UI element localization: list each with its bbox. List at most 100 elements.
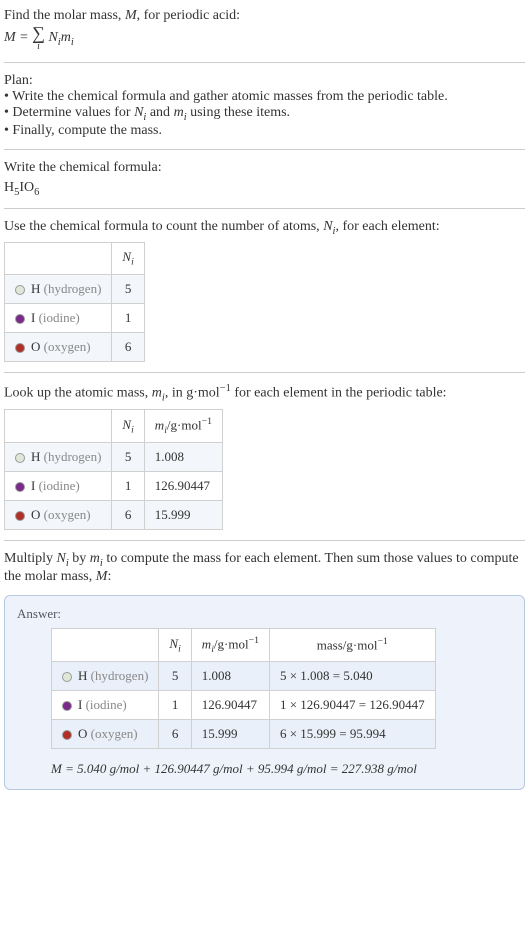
- var-m: m: [90, 551, 100, 566]
- swatch-icon: [15, 285, 25, 295]
- mass-value: 15.999: [144, 501, 222, 530]
- elem-name: (oxygen): [87, 726, 137, 741]
- table-header-row: Ni mi/g·mol−1: [5, 410, 223, 443]
- header-Ni: Ni: [112, 243, 144, 275]
- var-N: N: [169, 636, 178, 651]
- element-cell: O (oxygen): [5, 332, 112, 361]
- sub-i: i: [71, 37, 74, 48]
- swatch-icon: [15, 314, 25, 324]
- elem-name: (oxygen): [40, 507, 90, 522]
- text: , for each element:: [335, 219, 439, 234]
- chem-formula-section: Write the chemical formula: H5IO6: [4, 156, 525, 202]
- text: • Determine values for: [4, 105, 134, 120]
- var-m: m: [152, 386, 162, 401]
- count-value: 6: [112, 501, 144, 530]
- lookup-section: Look up the atomic mass, mi, in g·mol−1 …: [4, 379, 525, 534]
- divider: [4, 149, 525, 150]
- table-row: O (oxygen) 6: [5, 332, 145, 361]
- unit: /g·mol: [167, 418, 202, 433]
- unit: mass/g·mol: [317, 638, 378, 653]
- element-cell: O (oxygen): [5, 501, 112, 530]
- text: using these items.: [187, 105, 290, 120]
- chem-formula-heading: Write the chemical formula:: [4, 160, 525, 176]
- empty-header: [5, 410, 112, 443]
- element-cell: I (iodine): [52, 691, 159, 720]
- var-m: m: [61, 30, 71, 45]
- var-N: N: [122, 249, 131, 264]
- table-row: I (iodine) 1 126.90447: [5, 472, 223, 501]
- divider: [4, 62, 525, 63]
- swatch-icon: [62, 701, 72, 711]
- elem-sym: H: [31, 449, 40, 464]
- swatch-icon: [15, 453, 25, 463]
- count-table: Ni H (hydrogen) 5 I (iodine) 1 O (oxygen…: [4, 242, 145, 362]
- elem-name: (hydrogen): [40, 281, 101, 296]
- sub-i: i: [178, 643, 181, 654]
- var-N: N: [57, 551, 66, 566]
- plan-bullet-2: • Determine values for Ni and mi using t…: [4, 105, 525, 123]
- element-cell: I (iodine): [5, 472, 112, 501]
- plan-section: Plan: • Write the chemical formula and g…: [4, 69, 525, 143]
- calc-value: 5 × 1.008 = 5.040: [269, 662, 435, 691]
- table-row: O (oxygen) 6 15.999: [5, 501, 223, 530]
- count-value: 6: [159, 720, 191, 749]
- lookup-intro: Look up the atomic mass, mi, in g·mol−1 …: [4, 383, 525, 403]
- text: Find the molar mass,: [4, 8, 125, 23]
- header-mi: mi/g·mol−1: [144, 410, 222, 443]
- text: for each element in the periodic table:: [231, 386, 447, 401]
- plan-heading: Plan:: [4, 73, 525, 89]
- var-M: M: [96, 569, 108, 584]
- mass-value: 1.008: [191, 662, 269, 691]
- header-mi: mi/g·mol−1: [191, 629, 269, 662]
- answer-table: Ni mi/g·mol−1 mass/g·mol−1 H (hydrogen) …: [51, 628, 436, 749]
- divider: [4, 208, 525, 209]
- answer-inner: Ni mi/g·mol−1 mass/g·mol−1 H (hydrogen) …: [51, 628, 512, 777]
- formula-lhs: M =: [4, 30, 32, 45]
- elem-sym: O: [31, 339, 40, 354]
- text: , in g·mol: [165, 386, 220, 401]
- sup-neg1: −1: [220, 383, 231, 394]
- header-Ni: Ni: [112, 410, 144, 443]
- element-cell: H (hydrogen): [5, 274, 112, 303]
- elem-O: O: [24, 180, 34, 195]
- mass-value: 126.90447: [191, 691, 269, 720]
- mass-value: 1.008: [144, 443, 222, 472]
- text: and: [146, 105, 173, 120]
- elem-name: (oxygen): [40, 339, 90, 354]
- element-cell: I (iodine): [5, 303, 112, 332]
- plan-bullet-3: • Finally, compute the mass.: [4, 123, 525, 139]
- header-mass: mass/g·mol−1: [269, 629, 435, 662]
- multiply-section: Multiply Ni by mi to compute the mass fo…: [4, 547, 525, 589]
- text: , for periodic acid:: [137, 8, 240, 23]
- molar-mass-formula: M = ∑i Nimi: [4, 24, 525, 52]
- count-value: 6: [112, 332, 144, 361]
- element-cell: H (hydrogen): [52, 662, 159, 691]
- swatch-icon: [62, 730, 72, 740]
- elem-H: H: [4, 180, 14, 195]
- plan-bullet-1: • Write the chemical formula and gather …: [4, 89, 525, 105]
- divider: [4, 372, 525, 373]
- table-header-row: Ni mi/g·mol−1 mass/g·mol−1: [52, 629, 436, 662]
- element-cell: H (hydrogen): [5, 443, 112, 472]
- elem-sym: O: [78, 726, 87, 741]
- elem-name: (iodine): [82, 697, 126, 712]
- count-value: 5: [112, 274, 144, 303]
- table-row: I (iodine) 1: [5, 303, 145, 332]
- count-value: 5: [159, 662, 191, 691]
- swatch-icon: [15, 511, 25, 521]
- table-row: H (hydrogen) 5: [5, 274, 145, 303]
- element-cell: O (oxygen): [52, 720, 159, 749]
- empty-header: [5, 243, 112, 275]
- text: Multiply: [4, 551, 57, 566]
- intro-line1: Find the molar mass, M, for periodic aci…: [4, 8, 525, 24]
- var-N: N: [122, 417, 131, 432]
- sup-neg1: −1: [249, 635, 259, 646]
- calc-value: 1 × 126.90447 = 126.90447: [269, 691, 435, 720]
- table-row: I (iodine) 1 126.90447 1 × 126.90447 = 1…: [52, 691, 436, 720]
- count-value: 5: [112, 443, 144, 472]
- elem-sym: H: [31, 281, 40, 296]
- var-M: M: [125, 8, 137, 23]
- sub-i: i: [131, 425, 134, 436]
- unit: /g·mol: [214, 636, 249, 651]
- sub-i: i: [131, 257, 134, 268]
